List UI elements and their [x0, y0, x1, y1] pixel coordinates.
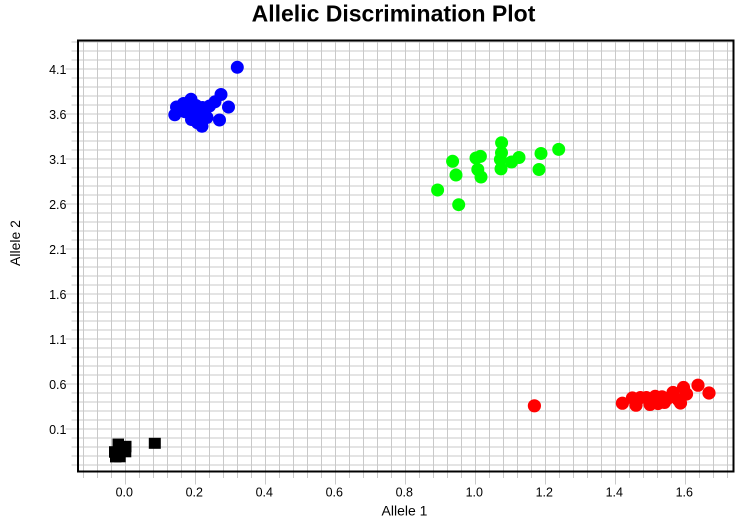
svg-text:Allelic Discrimination Plot: Allelic Discrimination Plot [252, 1, 536, 27]
svg-text:2.6: 2.6 [49, 198, 66, 212]
svg-text:0.6: 0.6 [49, 378, 66, 392]
svg-text:3.1: 3.1 [49, 153, 66, 167]
svg-text:0.4: 0.4 [256, 486, 273, 500]
svg-text:1.6: 1.6 [676, 486, 693, 500]
svg-text:0.1: 0.1 [49, 423, 66, 437]
svg-text:0.6: 0.6 [326, 486, 343, 500]
svg-text:Allele 2: Allele 2 [7, 220, 23, 266]
svg-text:4.1: 4.1 [49, 63, 66, 77]
svg-text:2.1: 2.1 [49, 243, 66, 257]
svg-text:1.6: 1.6 [49, 288, 66, 302]
svg-text:3.6: 3.6 [49, 108, 66, 122]
svg-text:1.4: 1.4 [606, 486, 623, 500]
svg-text:1.1: 1.1 [49, 333, 66, 347]
svg-text:Allele 1: Allele 1 [382, 503, 428, 519]
svg-text:1.0: 1.0 [466, 486, 483, 500]
svg-text:0.0: 0.0 [116, 486, 133, 500]
svg-text:1.2: 1.2 [536, 486, 553, 500]
svg-text:0.8: 0.8 [396, 486, 413, 500]
svg-text:0.2: 0.2 [186, 486, 203, 500]
